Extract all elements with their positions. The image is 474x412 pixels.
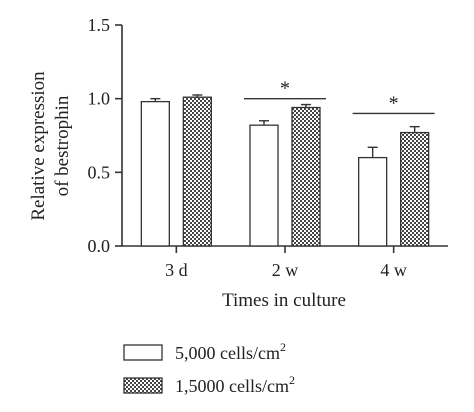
bar-s2-2 xyxy=(400,131,430,247)
error-bars xyxy=(150,94,420,158)
bar-s2-1 xyxy=(291,106,321,247)
y-tick-label-2: 1.0 xyxy=(88,89,111,109)
legend-name-series-2: 1,5000 cells/cm xyxy=(175,376,289,396)
legend-item-series-2: 1,5000 cells/cm2 xyxy=(123,373,295,396)
bar-s1-0 xyxy=(140,100,170,247)
y-axis-label: Relative expression of bestrophin xyxy=(28,71,73,221)
x-tick-label-2: 4 w xyxy=(380,260,407,280)
legend-label-series-1: 5,000 cells/cm2 xyxy=(175,340,286,363)
bars xyxy=(140,96,430,247)
legend-item-series-1: 5,000 cells/cm2 xyxy=(123,340,286,363)
legend-swatch-series-1 xyxy=(123,344,163,361)
x-axis: 3 d 2 w 4 w xyxy=(122,245,448,280)
legend-swatch-series-2 xyxy=(123,377,163,394)
x-axis-label: Times in culture xyxy=(222,290,346,311)
x-tick-label-0: 3 d xyxy=(165,260,188,280)
y-tick-label-3: 1.5 xyxy=(88,15,111,35)
y-tick-label-0: 0.0 xyxy=(88,236,111,256)
y-tick-label-1: 0.5 xyxy=(88,162,111,182)
bar-s2-0 xyxy=(182,96,212,247)
bar-s1-1 xyxy=(249,124,279,247)
significance-label-1: * xyxy=(389,92,399,114)
legend-name-series-1: 5,000 cells/cm xyxy=(175,343,280,363)
y-axis: 0.0 0.5 1.0 1.5 xyxy=(88,15,123,256)
significance-markers: ** xyxy=(244,78,435,114)
x-tick-label-1: 2 w xyxy=(272,260,299,280)
legend-sup-series-1: 2 xyxy=(280,340,286,354)
significance-label-0: * xyxy=(280,78,290,100)
legend-sup-series-2: 2 xyxy=(289,373,295,387)
legend: 5,000 cells/cm2 1,5000 cells/cm2 xyxy=(123,340,295,396)
y-axis-label-line-1: Relative expression xyxy=(28,71,49,221)
bar-s1-2 xyxy=(358,156,388,247)
y-axis-label-line-2: of bestrophin xyxy=(52,95,73,196)
legend-label-series-2: 1,5000 cells/cm2 xyxy=(175,373,295,396)
